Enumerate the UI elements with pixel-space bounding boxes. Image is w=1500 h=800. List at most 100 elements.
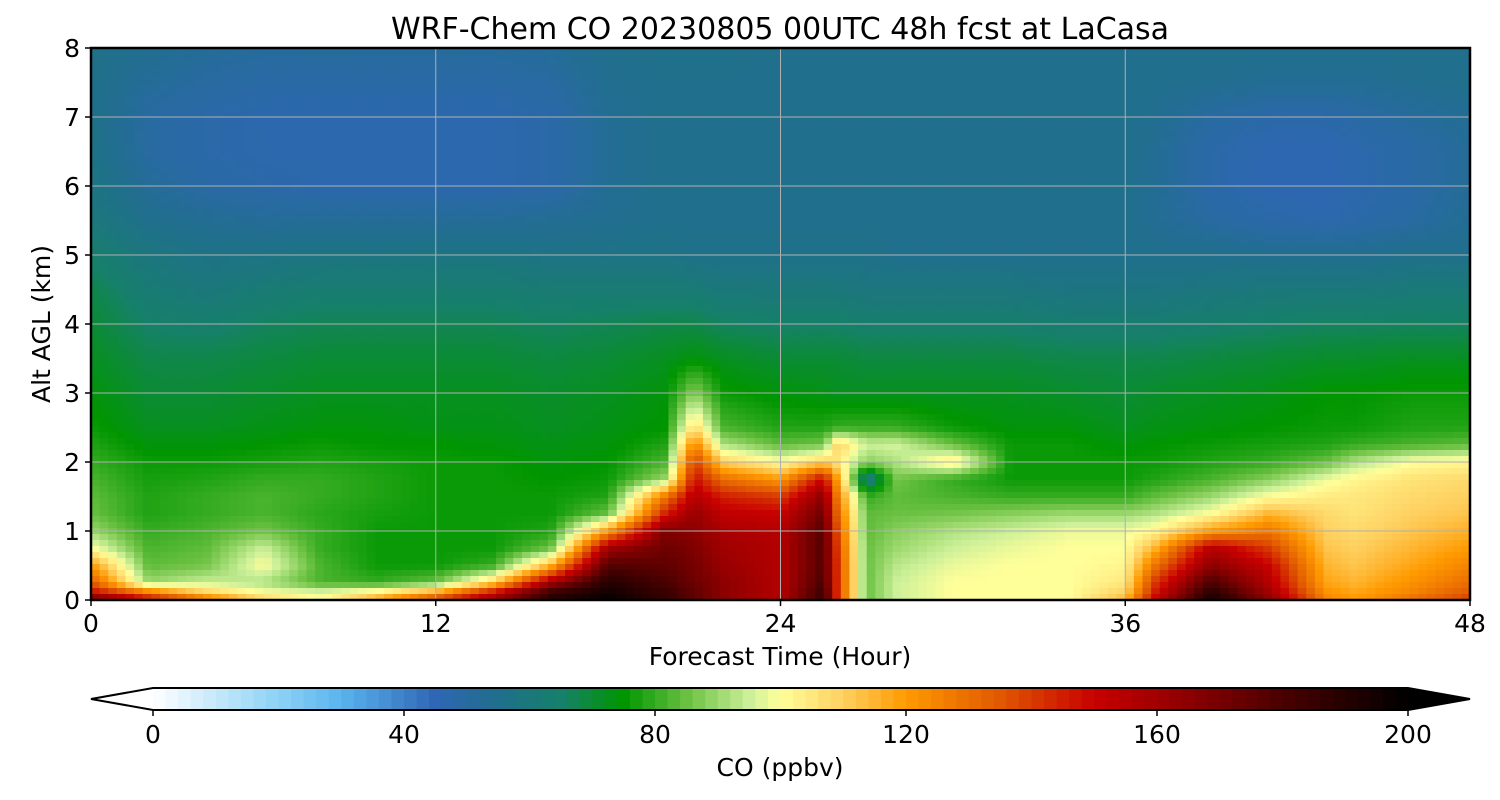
heat-cell (504, 186, 514, 193)
heat-cell (754, 216, 764, 223)
heat-cell (1159, 126, 1169, 133)
heat-cell (995, 168, 1006, 175)
heat-cell (944, 216, 954, 223)
heat-cell (1099, 90, 1109, 97)
heat-cell (1082, 126, 1092, 133)
heat-cell (1383, 198, 1394, 205)
heat-cell (220, 90, 230, 97)
heat-cell (1383, 138, 1394, 145)
heat-cell (1142, 162, 1152, 169)
heat-cell (651, 216, 661, 223)
heat-cell (237, 72, 247, 79)
heat-cell (1202, 186, 1213, 193)
heat-cell (125, 168, 135, 175)
heat-cell (1375, 66, 1385, 73)
heat-cell (746, 132, 756, 139)
heat-cell (1133, 66, 1144, 73)
heat-cell (1280, 126, 1290, 133)
heat-cell (375, 120, 385, 127)
heat-cell (952, 60, 963, 67)
heat-cell (677, 96, 687, 103)
heat-cell (651, 78, 661, 85)
heat-cell (1202, 168, 1213, 175)
heat-cell (358, 78, 368, 85)
heat-cell (1426, 60, 1437, 67)
heat-cell (789, 204, 799, 211)
heat-cell (315, 96, 325, 103)
heat-cell (832, 192, 842, 199)
heat-cell (1297, 66, 1307, 73)
heat-cell (633, 162, 644, 169)
heat-cell (177, 180, 187, 187)
heat-cell (952, 96, 963, 103)
heat-cell (349, 78, 359, 85)
heat-cell (1090, 174, 1100, 181)
heat-cell (711, 120, 721, 127)
heat-cell (1357, 222, 1368, 229)
heat-cell (1125, 90, 1135, 97)
heat-cell (987, 162, 997, 169)
heat-cell (763, 144, 773, 151)
heat-cell (1202, 96, 1213, 103)
heat-cell (392, 120, 402, 127)
heat-cell (625, 78, 635, 85)
heat-cell (1280, 54, 1290, 61)
heat-cell (1444, 48, 1454, 55)
heat-cell (1289, 162, 1299, 169)
heat-cell (1409, 162, 1419, 169)
heat-cell (1357, 120, 1368, 127)
heat-cell (409, 66, 420, 73)
heat-cell (297, 234, 308, 241)
heat-cell (1211, 198, 1221, 205)
heat-cell (1151, 138, 1161, 145)
heat-cell (1194, 78, 1204, 85)
heat-cell (228, 180, 239, 187)
heat-cell (332, 126, 342, 133)
heat-cell (840, 180, 851, 187)
heat-cell (1202, 66, 1213, 73)
heat-cell (711, 210, 721, 217)
heat-cell (677, 192, 687, 199)
heat-cell (978, 222, 988, 229)
heat-cell (1021, 186, 1032, 193)
heat-cell (918, 48, 928, 55)
heat-cell (599, 72, 609, 79)
heat-cell (1314, 108, 1325, 115)
heat-cell (1289, 126, 1299, 133)
heat-cell (142, 138, 152, 145)
heat-cell (677, 168, 687, 175)
heat-cell (892, 192, 902, 199)
heat-cell (134, 222, 144, 229)
heat-cell (582, 48, 592, 55)
heat-cell (1349, 180, 1359, 187)
heat-cell (513, 192, 523, 199)
heat-cell (1409, 138, 1419, 145)
heat-cell (366, 90, 377, 97)
heat-cell (530, 126, 540, 133)
heat-cell (504, 210, 514, 217)
heat-cell (1280, 84, 1290, 91)
heat-cell (1237, 156, 1247, 163)
heat-cell (1168, 48, 1178, 55)
heat-cell (384, 144, 394, 151)
heat-cell (1133, 102, 1144, 109)
heat-cell (1366, 144, 1376, 151)
heat-cell (616, 126, 626, 133)
heat-cell (547, 174, 558, 181)
heat-cell (340, 216, 351, 223)
heat-cell (99, 90, 109, 97)
heat-cell (1323, 198, 1333, 205)
heat-cell (246, 96, 256, 103)
heat-cell (573, 228, 583, 235)
heat-cell (1142, 216, 1152, 223)
heat-cell (263, 156, 273, 163)
heat-cell (1392, 198, 1402, 205)
heat-cell (332, 198, 342, 205)
heat-cell (487, 144, 497, 151)
heat-cell (1306, 138, 1316, 145)
heat-cell (1039, 162, 1049, 169)
heat-cell (901, 84, 911, 91)
heat-cell (366, 84, 377, 91)
heat-cell (918, 228, 928, 235)
heat-cell (849, 192, 859, 199)
